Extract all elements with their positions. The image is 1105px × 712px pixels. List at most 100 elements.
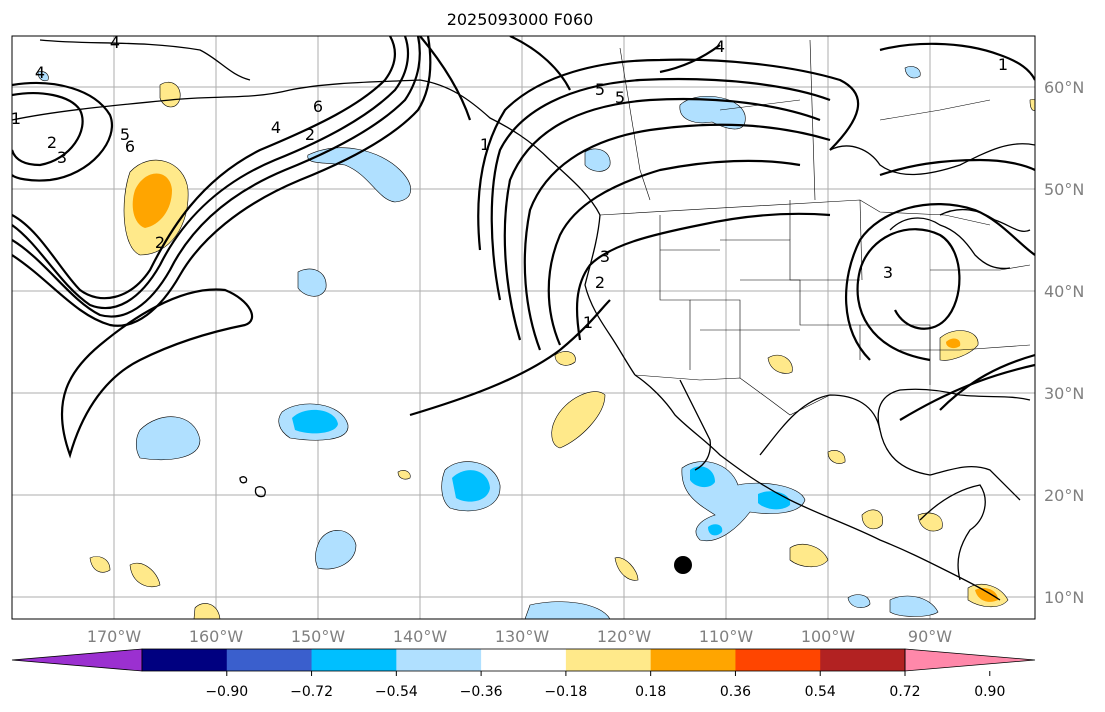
- contour-label: 1: [11, 109, 21, 128]
- contour-label: 1: [480, 135, 490, 154]
- cyan-anomaly: [708, 524, 723, 536]
- latitude-label: 30°N: [1044, 384, 1084, 403]
- colorbar: [11, 648, 1036, 672]
- colorbar-tick-label: 0.72: [889, 684, 920, 700]
- yellow-anomaly: [917, 512, 943, 532]
- contour-label: 2: [305, 125, 315, 144]
- contour-label: 2: [155, 233, 165, 252]
- orange-anomaly: [975, 588, 998, 602]
- contour-label: 5: [615, 88, 625, 107]
- colorbar-tick-label: 0.90: [974, 684, 1005, 700]
- contour-label: 6: [313, 97, 323, 116]
- colorbar-tick-label: −0.90: [205, 684, 248, 700]
- orange-anomaly: [132, 173, 172, 228]
- colorbar-extend-high: [904, 648, 1036, 672]
- colorbar-tick-label: 0.54: [805, 684, 836, 700]
- longitude-label: 100°W: [801, 627, 856, 646]
- longitude-label: 130°W: [495, 627, 550, 646]
- map-background: [12, 36, 1035, 619]
- longitude-label: 160°W: [189, 627, 244, 646]
- blue-anomaly: [297, 268, 327, 297]
- latitude-label: 60°N: [1044, 78, 1084, 97]
- colorbar-tick-label: −0.54: [375, 684, 418, 700]
- gridlines: [12, 36, 1035, 619]
- orange-anomaly: [946, 338, 961, 349]
- longitude-label: 150°W: [291, 627, 346, 646]
- map-frame: [11, 35, 1036, 620]
- colorbar-segment: [311, 649, 397, 671]
- coastlines: [12, 39, 1035, 601]
- latitude-label: 50°N: [1044, 180, 1084, 199]
- longitude-label: 90°W: [908, 627, 952, 646]
- cyan-anomaly: [452, 470, 490, 502]
- blue-anomaly: [315, 530, 357, 570]
- contour-label: 1: [998, 55, 1008, 74]
- blue-anomaly: [679, 95, 746, 130]
- contour-label: 3: [600, 247, 610, 266]
- yellow-anomaly: [861, 509, 883, 530]
- longitude-label: 120°W: [597, 627, 652, 646]
- contour-label: 4: [271, 118, 281, 137]
- yellow-anomaly: [397, 470, 411, 480]
- colorbar-tick-label: −0.18: [544, 684, 587, 700]
- yellow-anomaly: [614, 557, 639, 581]
- yellow-anomaly: [193, 603, 221, 619]
- contour-label: 5: [595, 80, 605, 99]
- contour-label: 1: [583, 313, 593, 332]
- contour-label: 3: [57, 148, 67, 167]
- colorbar-segment: [565, 649, 652, 671]
- blue-anomaly: [135, 416, 201, 460]
- longitude-label: 170°W: [87, 627, 142, 646]
- contour-label: 4: [110, 33, 120, 52]
- contour-label: 4: [715, 37, 725, 56]
- blue-anomaly: [307, 147, 411, 203]
- colorbar-tick-label: −0.36: [460, 684, 503, 700]
- contour-label: 2: [47, 133, 57, 152]
- yellow-anomaly: [551, 391, 606, 449]
- latitude-labels: 60°N 50°N 40°N 30°N 20°N 10°N: [1044, 78, 1084, 607]
- contour-label: 3: [883, 263, 893, 282]
- blue-anomaly: [847, 594, 871, 608]
- yellow-anomaly: [129, 563, 161, 588]
- contour-label: 5: [120, 125, 130, 144]
- contour-label: 2: [595, 273, 605, 292]
- latitude-label: 40°N: [1044, 282, 1084, 301]
- colorbar-outline: [141, 648, 906, 672]
- latitude-label: 20°N: [1044, 486, 1084, 505]
- colorbar-tick-label: −0.72: [290, 684, 333, 700]
- longitude-label: 110°W: [699, 627, 754, 646]
- contour-label: 4: [35, 63, 45, 82]
- colorbar-tick-label: 0.36: [720, 684, 751, 700]
- blue-anomaly: [584, 148, 611, 172]
- plot-title: 2025093000 F060: [446, 10, 594, 29]
- cyan-anomaly: [292, 409, 338, 434]
- longitude-label: 140°W: [393, 627, 448, 646]
- yellow-anomaly: [789, 544, 829, 568]
- yellow-anomaly: [89, 556, 111, 573]
- blue-anomaly: [37, 71, 49, 82]
- storm-center-dot: [674, 556, 692, 574]
- yellow-anomaly: [159, 81, 181, 108]
- colorbar-ticks: −0.90 −0.72 −0.54 −0.36 −0.18 0.18 0.36 0.54 0.7…: [205, 671, 1005, 700]
- contour-label: 6: [125, 137, 135, 156]
- colorbar-tick-label: 0.18: [635, 684, 666, 700]
- longitude-labels: 170°W 160°W 150°W 140°W 130°W 120°W 110°W 100°W…: [87, 627, 952, 646]
- yellow-anomaly: [1029, 99, 1035, 111]
- blue-anomaly: [904, 66, 921, 79]
- yellow-anomaly: [827, 450, 846, 464]
- colorbar-segment: [735, 649, 821, 671]
- colorbar-segment: [142, 649, 228, 671]
- cyan-anomaly: [690, 466, 715, 488]
- yellow-anomaly: [554, 351, 576, 366]
- blue-anomaly: [889, 595, 939, 617]
- yellow-anomaly: [767, 354, 793, 374]
- colorbar-segment: [650, 649, 736, 671]
- colorbar-extend-low: [11, 648, 143, 672]
- height-contours: [12, 36, 1035, 459]
- latitude-label: 10°N: [1044, 588, 1084, 607]
- colorbar-segment: [481, 649, 567, 671]
- colorbar-segment: [820, 649, 906, 671]
